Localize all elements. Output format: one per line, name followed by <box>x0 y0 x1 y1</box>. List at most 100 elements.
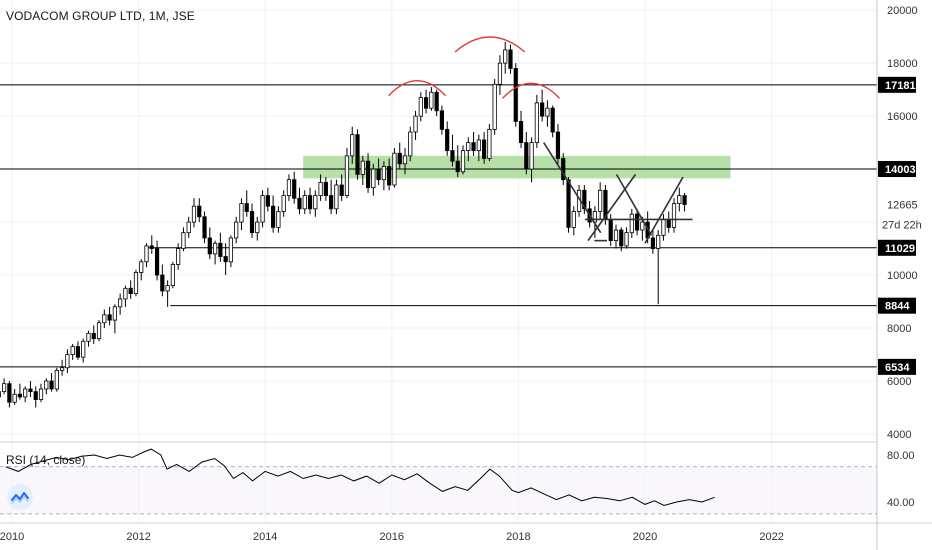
level-label-text: 6534 <box>885 362 910 374</box>
candle-body <box>44 380 49 390</box>
candle-body <box>186 221 191 234</box>
candle-body <box>128 287 133 295</box>
candle-body <box>487 128 492 159</box>
rsi-indicator-label[interactable]: RSI (14, close) <box>6 453 86 467</box>
candle-body <box>529 142 534 170</box>
candle-body <box>650 237 656 249</box>
time-tick-label: 2020 <box>633 531 657 543</box>
candle-body <box>365 160 371 189</box>
time-tick-label: 2018 <box>506 531 530 543</box>
candle-body <box>91 332 96 340</box>
candle-body <box>392 152 397 186</box>
candle-body <box>624 232 629 247</box>
tradingview-logo-icon[interactable] <box>7 484 33 510</box>
resistance-arc <box>454 36 526 53</box>
candle-body <box>634 213 640 231</box>
candle-body <box>466 142 471 151</box>
candle-body <box>434 91 439 112</box>
candle-body <box>0 391 1 398</box>
candle-body <box>344 155 350 196</box>
candle-body <box>212 242 218 255</box>
candle-body <box>666 219 671 228</box>
candle-body <box>281 195 286 212</box>
level-label-box <box>878 297 916 314</box>
level-label-box <box>878 239 916 256</box>
candle-body <box>154 248 160 276</box>
candle-body <box>170 264 175 287</box>
candle-body <box>497 62 503 85</box>
candle-body <box>86 332 91 342</box>
candle-body <box>271 205 276 228</box>
candle-body <box>619 229 624 247</box>
candle-body <box>23 388 28 398</box>
candle-body <box>38 388 44 400</box>
candle-body <box>144 245 149 263</box>
candle-body <box>629 213 634 234</box>
candle-body <box>297 197 302 210</box>
level-label-box <box>878 76 916 93</box>
price-tick-label: 6000 <box>887 376 911 388</box>
candle-body <box>613 229 619 242</box>
support-zone <box>303 155 731 179</box>
candle-body <box>1 383 7 393</box>
candle-body <box>408 131 413 157</box>
level-label-box <box>878 161 916 178</box>
candle-body <box>244 203 249 212</box>
candle-body <box>255 221 260 234</box>
candle-body <box>60 367 65 371</box>
current-price-label: 12665 <box>887 199 918 211</box>
candle-body <box>239 203 244 223</box>
candle-body <box>81 340 86 358</box>
candle-body <box>165 285 170 292</box>
level-label-text: 17181 <box>885 80 916 92</box>
candle-body <box>682 195 687 205</box>
rsi-line <box>5 448 715 507</box>
candle-body <box>265 195 270 207</box>
candle-body <box>191 205 197 223</box>
candle-body <box>302 195 307 210</box>
candle-body <box>329 195 334 210</box>
candle-body <box>476 139 481 151</box>
candle-body <box>376 168 381 181</box>
candle-body <box>112 306 117 321</box>
candle-body <box>418 97 423 117</box>
candle-body <box>307 195 313 210</box>
trend-line <box>587 173 637 242</box>
rsi-tick-label: 80.00 <box>887 450 915 462</box>
trend-line <box>543 142 602 234</box>
time-tick-label: 2022 <box>759 531 783 543</box>
candle-body <box>518 121 524 144</box>
candle-body <box>460 150 466 173</box>
price-tick-label: 20000 <box>887 5 918 17</box>
time-tick-label: 2010 <box>0 531 24 543</box>
candle-body <box>207 237 212 255</box>
candle-body <box>33 391 38 400</box>
candle-body <box>118 298 123 308</box>
candle-body <box>65 354 70 369</box>
candle-body <box>202 216 207 239</box>
candle-body <box>223 256 228 263</box>
trend-line <box>644 176 684 244</box>
candle-body <box>260 195 265 223</box>
candle-body <box>276 211 281 228</box>
candle-body <box>503 49 508 64</box>
candle-body <box>160 274 165 292</box>
candle-body <box>249 211 255 234</box>
candle-body <box>402 155 408 165</box>
candle-body <box>360 160 365 175</box>
candle-body <box>677 195 682 204</box>
candle-body <box>661 219 666 236</box>
candle-body <box>513 68 518 122</box>
candle-body <box>7 383 12 403</box>
candle-body <box>286 179 292 196</box>
candle-body <box>413 115 418 133</box>
candle-body <box>381 166 386 181</box>
candle-body <box>455 160 460 173</box>
candle-body <box>571 211 576 228</box>
candle-body <box>598 189 603 212</box>
resistance-arc <box>502 82 561 99</box>
price-tick-label: 18000 <box>887 58 918 70</box>
candle-body <box>450 150 455 162</box>
candle-body <box>471 142 476 151</box>
candle-body <box>234 221 239 239</box>
